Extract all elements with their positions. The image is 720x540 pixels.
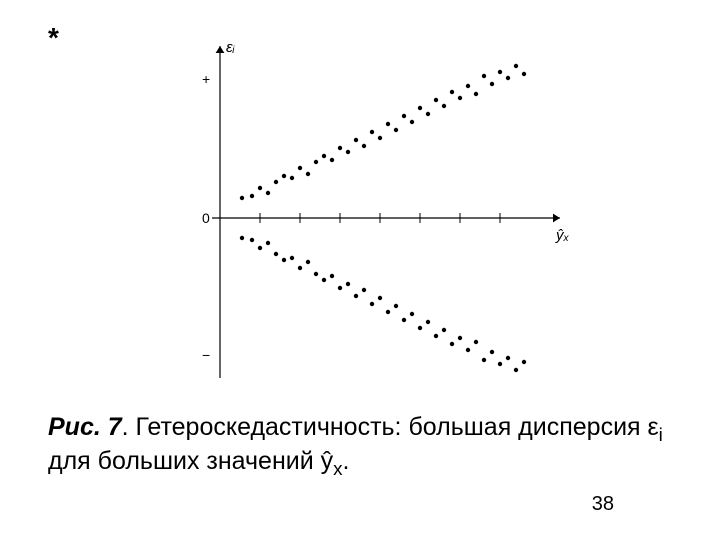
- svg-text:εᵢ: εᵢ: [226, 39, 236, 56]
- caption-sub-i: i: [659, 424, 663, 445]
- caption-text-3: .: [343, 447, 350, 475]
- scatter-figure: εᵢ + − 0 ŷₓ: [180, 28, 580, 388]
- asterisk-marker: *: [48, 22, 59, 54]
- svg-text:ŷₓ: ŷₓ: [555, 227, 570, 244]
- svg-text:+: +: [202, 71, 210, 87]
- figure-label: Рис. 7: [48, 413, 122, 441]
- slide: * εᵢ + − 0 ŷₓ Рис. 7. Гетероскедастичность: …: [0, 0, 720, 540]
- caption-text-2: для больших значений ŷ: [48, 447, 333, 475]
- page-number: 38: [592, 493, 614, 516]
- scatter-svg: εᵢ + − 0 ŷₓ: [180, 28, 580, 388]
- figure-caption: Рис. 7. Гетероскедастичность: большая ди…: [48, 412, 668, 481]
- svg-text:−: −: [202, 347, 210, 363]
- caption-text-1: . Гетероскедастичность: большая дисперси…: [122, 413, 659, 441]
- caption-sub-x: x: [333, 458, 342, 479]
- svg-text:0: 0: [202, 210, 210, 226]
